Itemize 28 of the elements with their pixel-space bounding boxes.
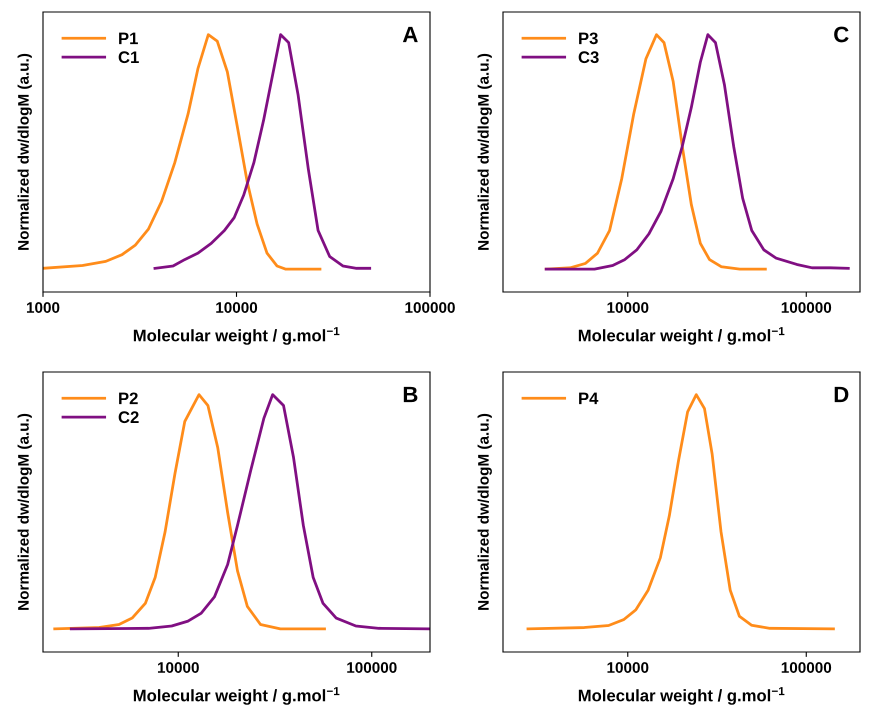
annotation: D <box>834 386 848 402</box>
legend-label: P4 <box>579 392 598 404</box>
x-tick-label: 10000 <box>607 302 648 313</box>
legend-label: C2 <box>118 411 139 424</box>
legend-label: P2 <box>119 392 138 404</box>
x-tick-label: 100000 <box>782 662 832 673</box>
x-tick-label: 100000 <box>347 662 397 673</box>
legend-label: C3 <box>578 51 599 64</box>
x-tick-label: 1000 <box>26 302 60 313</box>
legend-label: C1 <box>118 51 139 64</box>
x-tick-label: 100000 <box>782 302 832 313</box>
annotation: B <box>404 386 418 402</box>
y-axis-title: Normalized dw/dlogM (a.u.) <box>478 54 492 250</box>
x-tick-label: 10000 <box>607 662 648 673</box>
y-axis-title: Normalized dw/dlogM (a.u.) <box>18 54 32 250</box>
x-axis-title: Molecular weight / g.mol$^{−1}$ <box>578 687 784 705</box>
x-axis-title: Molecular weight / g.mol$^{−1}$ <box>134 687 340 705</box>
y-axis-title: Normalized dw/dlogM (a.u.) <box>478 414 492 610</box>
x-tick-label: 10000 <box>158 662 199 673</box>
annotation: C <box>834 26 849 42</box>
y-axis-title: Normalized dw/dlogM (a.u.) <box>18 414 32 610</box>
x-axis-title: Molecular weight / g.mol$^{−1}$ <box>578 327 784 345</box>
x-axis-title: Molecular weight / g.mol$^{−1}$ <box>134 327 340 345</box>
legend-label: P1 <box>119 32 138 44</box>
annotation: A <box>402 26 418 42</box>
legend-label: P3 <box>579 32 598 44</box>
x-tick-label: 100000 <box>405 302 455 313</box>
x-tick-label: 10000 <box>216 302 258 313</box>
